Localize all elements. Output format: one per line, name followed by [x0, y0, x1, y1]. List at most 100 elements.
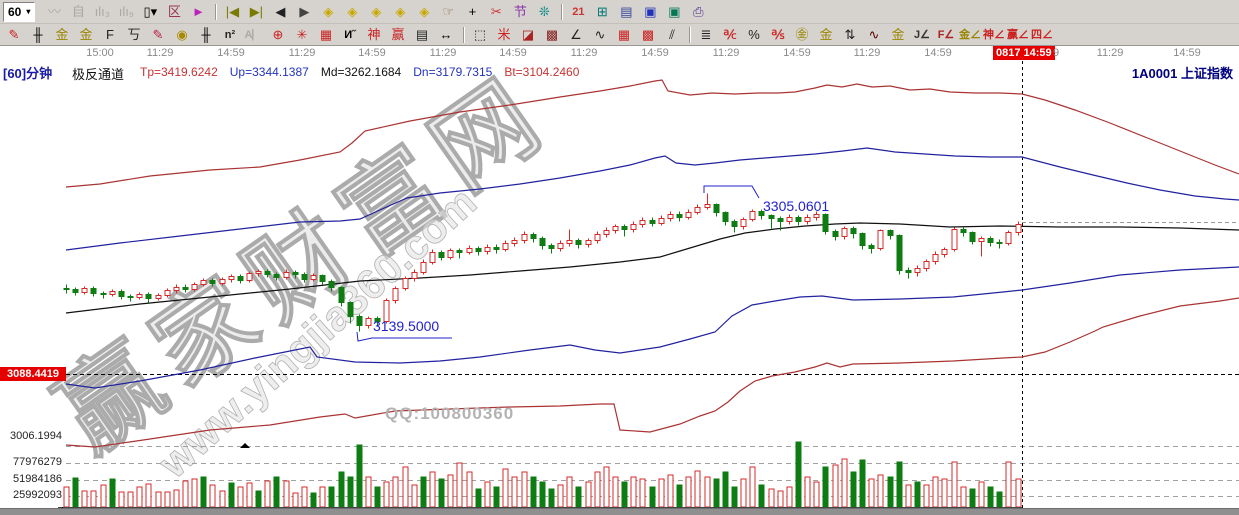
- shen-icon[interactable]: 神: [367, 26, 381, 42]
- zoom-right-icon[interactable]: ◈: [347, 3, 358, 19]
- note-doc-icon[interactable]: 自: [71, 3, 85, 19]
- rays-icon[interactable]: 米: [497, 26, 511, 42]
- wave-icon[interactable]: 〰: [47, 3, 61, 19]
- v-arrows-icon[interactable]: ⇅: [844, 26, 856, 42]
- fan-icon[interactable]: ◪: [521, 26, 535, 42]
- volume-bar: [969, 488, 976, 508]
- angle-lines-icon[interactable]: ∠: [570, 26, 582, 42]
- volume-bar: [365, 476, 372, 508]
- scissors-icon[interactable]: ✂: [490, 3, 502, 19]
- candle-body: [63, 288, 70, 290]
- volume-bar: [475, 488, 482, 508]
- candle-body: [685, 212, 692, 218]
- sine-icon[interactable]: ∿: [868, 26, 880, 42]
- brain-icon[interactable]: ❊: [538, 3, 550, 19]
- bars-9-icon[interactable]: ılı₉: [118, 3, 135, 19]
- color-flag-icon[interactable]: ►: [191, 3, 205, 19]
- zoom-out-icon[interactable]: ◈: [395, 3, 406, 19]
- dark-grid-icon[interactable]: ▩: [545, 26, 559, 42]
- gold-channel-icon[interactable]: 金: [55, 26, 69, 42]
- box-tool-icon[interactable]: 节: [513, 3, 527, 19]
- volume-bar: [868, 478, 875, 508]
- calculator-icon[interactable]: ⊞: [596, 3, 608, 19]
- j-angle-icon[interactable]: J∠: [914, 28, 930, 41]
- chip-dist-icon[interactable]: 区: [167, 3, 181, 19]
- a-tool-icon[interactable]: A⎸: [244, 28, 264, 41]
- last-page-icon[interactable]: ▶|: [249, 3, 264, 19]
- gold-angle-icon[interactable]: 金∠: [959, 28, 981, 41]
- volume-bar: [877, 474, 884, 508]
- zoom-in-icon[interactable]: ◈: [419, 3, 430, 19]
- percent-icon[interactable]: %: [748, 26, 760, 42]
- volume-bar: [850, 471, 857, 508]
- bottom-scroll-strip[interactable]: [0, 508, 1239, 515]
- percent-line-icon[interactable]: ℀: [723, 26, 737, 42]
- red-grid3-icon[interactable]: ▩: [641, 26, 655, 42]
- volume-bar: [246, 482, 253, 508]
- f-angle-icon[interactable]: F∠: [937, 28, 955, 41]
- next-icon[interactable]: ▶: [299, 3, 310, 19]
- measure-pen-icon[interactable]: ✎: [152, 26, 164, 42]
- volume-bar: [209, 484, 216, 508]
- calendar-21-icon[interactable]: 21: [572, 5, 585, 18]
- f-line-icon[interactable]: F: [106, 26, 114, 42]
- parallel-icon[interactable]: ⫽: [669, 26, 675, 42]
- candle-body: [209, 280, 216, 284]
- golden-web-icon[interactable]: ◉: [176, 26, 188, 42]
- volume-bar: [685, 476, 692, 508]
- rect-select-icon[interactable]: ⬚: [473, 26, 487, 42]
- candle-body: [365, 318, 372, 326]
- candle-body: [923, 261, 930, 269]
- save-icon[interactable]: ▣: [644, 3, 657, 19]
- zoom-h-icon[interactable]: ◈: [371, 3, 382, 19]
- volume-bar: [145, 483, 152, 508]
- ying-icon[interactable]: 赢: [391, 26, 405, 42]
- bars-3-icon[interactable]: ılı₃: [94, 3, 111, 19]
- h-resize-icon[interactable]: ↔: [439, 26, 453, 42]
- candle-body: [887, 230, 894, 236]
- red-grid2-icon[interactable]: ▦: [617, 26, 631, 42]
- shen-angle-icon[interactable]: 神∠: [983, 28, 1005, 41]
- gold2-icon[interactable]: 金: [891, 26, 905, 42]
- candle-body: [713, 204, 720, 213]
- volume-bar: [447, 474, 454, 508]
- volume-bar: [530, 476, 537, 508]
- starburst-icon[interactable]: ✳: [296, 26, 308, 42]
- volume-bar: [237, 486, 244, 508]
- ruler-123-icon[interactable]: ▤: [415, 26, 429, 42]
- zoom-left-icon[interactable]: ◈: [323, 3, 334, 19]
- first-page-icon[interactable]: |◀: [225, 3, 240, 19]
- gold-channel2-icon[interactable]: 金: [79, 26, 93, 42]
- prev-icon[interactable]: ◀: [275, 3, 286, 19]
- ying-angle-icon[interactable]: 赢∠: [1007, 28, 1029, 41]
- gold-circle-icon[interactable]: ㊎: [795, 26, 809, 42]
- time-label: 11:29: [288, 47, 316, 59]
- candle-body: [246, 273, 253, 281]
- four-angle-icon[interactable]: 四∠: [1031, 28, 1053, 41]
- export-icon[interactable]: ▣: [668, 3, 681, 19]
- i-quote-icon[interactable]: И˝: [344, 28, 356, 41]
- period-selector[interactable]: 60 ▾: [3, 1, 36, 22]
- target-icon[interactable]: ⊕: [272, 26, 284, 42]
- candle-style-icon[interactable]: ▯▾: [143, 3, 158, 19]
- red-grid-icon[interactable]: ▦: [319, 26, 333, 42]
- gold-line-icon[interactable]: 金: [819, 26, 833, 42]
- s-curve-icon[interactable]: 丂: [127, 26, 141, 42]
- zigzag-icon[interactable]: ∿: [594, 26, 606, 42]
- percent-ref-icon[interactable]: ℁: [771, 26, 785, 42]
- hand-icon[interactable]: ☞: [442, 3, 455, 19]
- n-squared-icon[interactable]: n²: [224, 28, 236, 41]
- grid-hash2-icon[interactable]: ╫: [201, 26, 211, 42]
- print-icon[interactable]: ⎙: [693, 3, 704, 19]
- steps-icon[interactable]: ≣: [700, 26, 712, 42]
- volume-bar: [328, 486, 335, 508]
- crosshair-icon[interactable]: +: [468, 3, 477, 19]
- candle-body: [466, 248, 473, 253]
- draw-pen-icon[interactable]: ✎: [8, 26, 20, 42]
- volume-bar: [228, 482, 235, 508]
- volume-bar: [429, 471, 436, 508]
- volume-bar: [795, 441, 802, 508]
- notepad-icon[interactable]: ▤: [620, 3, 633, 19]
- grid-hash-icon[interactable]: ╫: [33, 26, 43, 42]
